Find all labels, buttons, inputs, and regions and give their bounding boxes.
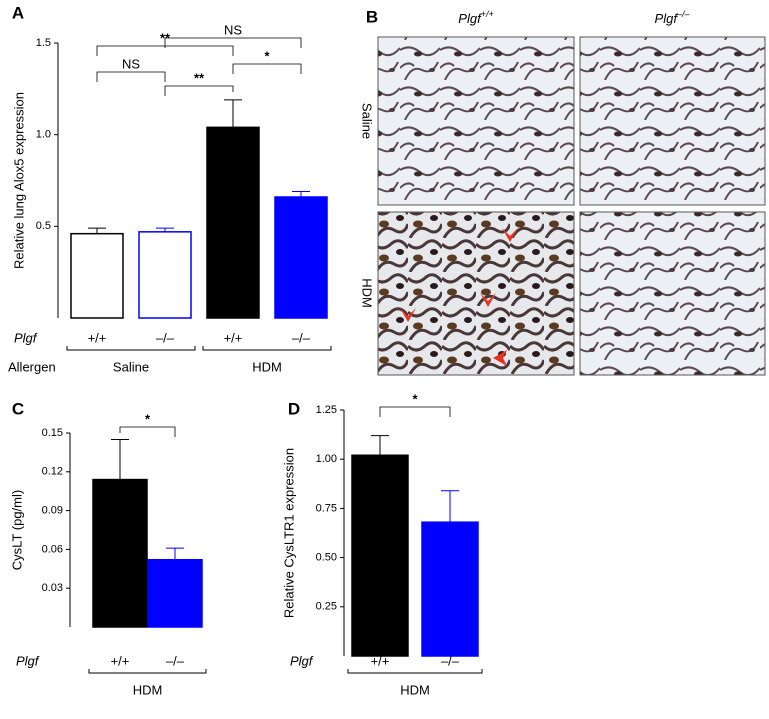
row-label: Plgf [16,653,40,668]
bar [138,231,192,319]
group-label: Saline [113,359,149,374]
x-tick-label: –/– [166,653,185,668]
error-bar [224,99,242,128]
bar [70,232,124,319]
error-bar [441,490,459,523]
panel-label: B [366,7,378,26]
y-tick-label: 0.50 [316,552,337,564]
micrograph [377,36,575,206]
micrograph [579,36,766,206]
y-tick-label: 1.25 [316,404,337,416]
y-tick-label: 0.25 [316,601,337,613]
y-tick-label: 0.03 [42,582,63,594]
y-axis-label: CysLT (pg/ml) [9,490,24,570]
column-label: Plgf+/+ [458,9,493,26]
x-tick-label: +/+ [371,653,390,668]
error-bar [88,227,106,234]
arrowheads [400,228,518,366]
x-tick-label: +/+ [224,330,243,345]
significance-label: * [412,391,418,406]
significance-bracket [232,63,302,74]
x-tick-label: +/+ [88,330,107,345]
row-label: Saline [360,103,375,139]
error-bar [292,191,310,197]
group-label: HDM [133,682,163,697]
row-label: Plgf [14,330,38,345]
y-tick-label: 0.75 [316,502,337,514]
panel-label: D [288,399,300,418]
group-title: Allergen [8,359,56,374]
y-tick-label: 0.09 [42,505,63,517]
group-bracket [66,346,196,351]
significance-label: NS [122,56,140,71]
column-label: Plgf–/– [655,9,691,26]
significance-bracket [164,85,234,96]
micrograph [579,211,766,376]
bar [206,126,260,319]
significance-bracket [164,37,302,48]
y-tick-label: 1.00 [316,453,337,465]
y-tick-label: 1.5 [36,37,51,49]
panel-label: C [12,399,24,418]
significance-label: NS [224,22,242,37]
y-tick-label: 0.06 [42,543,63,555]
group-label: HDM [400,682,430,697]
bar [274,196,328,319]
bar [421,521,479,657]
group-bracket [202,346,332,351]
y-axis-label: Relative lung Alox5 expression [11,92,26,269]
gene-name: Plgf [655,11,679,26]
bar [92,478,148,628]
x-tick-label: +/+ [111,653,130,668]
group-bracket [88,669,207,674]
genotype: –/– [676,9,691,19]
significance-label: * [264,48,270,63]
y-axis-label: Relative CysLTR1 expression [281,448,296,618]
panel-label: A [12,3,24,22]
gene-name: Plgf [458,11,482,26]
row-label: Plgf [290,653,314,668]
group-bracket [347,669,483,674]
error-bar [111,438,129,480]
group-label: HDM [252,359,282,374]
error-bar [371,435,389,456]
y-tick-label: 0.12 [42,466,63,478]
y-tick-label: 1.0 [36,129,51,141]
micrograph [377,211,575,376]
x-tick-label: –/– [441,653,460,668]
y-tick-label: 0.15 [42,427,63,439]
significance-bracket [96,71,166,82]
panel-b [377,36,766,376]
x-tick-label: –/– [292,330,311,345]
genotype: +/+ [481,9,494,19]
error-bar [166,547,184,560]
significance-label: * [145,411,151,426]
x-tick-label: –/– [156,330,175,345]
row-label: HDM [360,278,375,308]
bar [147,558,203,628]
bar [351,454,409,657]
significance-bracket [119,426,176,437]
significance-label: ** [194,70,205,85]
y-tick-label: 0.5 [36,220,51,232]
error-bar [156,227,174,232]
significance-bracket [379,406,451,417]
